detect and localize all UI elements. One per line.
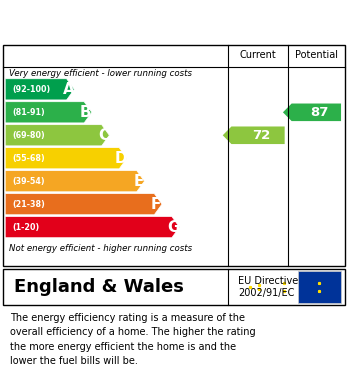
Bar [298,271,341,303]
Text: (69-80): (69-80) [12,131,45,140]
Polygon shape [5,217,180,238]
Text: D: D [114,151,127,166]
Text: (21-38): (21-38) [12,200,45,209]
Polygon shape [5,79,74,100]
Polygon shape [5,194,162,215]
Polygon shape [5,102,92,123]
Text: England & Wales: England & Wales [14,278,184,296]
Text: E: E [133,174,144,189]
Text: Energy Efficiency Rating: Energy Efficiency Rating [10,15,231,30]
Text: Current: Current [240,50,276,60]
Text: (92-100): (92-100) [12,85,50,94]
Text: (1-20): (1-20) [12,222,39,231]
Polygon shape [223,126,285,144]
Text: 87: 87 [311,106,329,119]
Text: (55-68): (55-68) [12,154,45,163]
Text: Potential: Potential [295,50,338,60]
Text: A: A [63,82,74,97]
Text: The energy efficiency rating is a measure of the
overall efficiency of a home. T: The energy efficiency rating is a measur… [10,313,256,366]
Text: Not energy efficient - higher running costs: Not energy efficient - higher running co… [9,244,192,253]
Text: (81-91): (81-91) [12,108,45,117]
Text: B: B [80,105,92,120]
Text: Very energy efficient - lower running costs: Very energy efficient - lower running co… [9,69,192,78]
Text: (39-54): (39-54) [12,177,45,186]
Polygon shape [5,170,144,192]
Polygon shape [5,148,127,169]
Text: C: C [98,128,109,143]
Text: 72: 72 [252,129,271,142]
Text: G: G [167,220,180,235]
Polygon shape [5,125,109,146]
Text: 2002/91/EC: 2002/91/EC [238,288,295,298]
Text: F: F [151,197,161,212]
Polygon shape [283,104,341,121]
Text: EU Directive: EU Directive [238,276,299,286]
